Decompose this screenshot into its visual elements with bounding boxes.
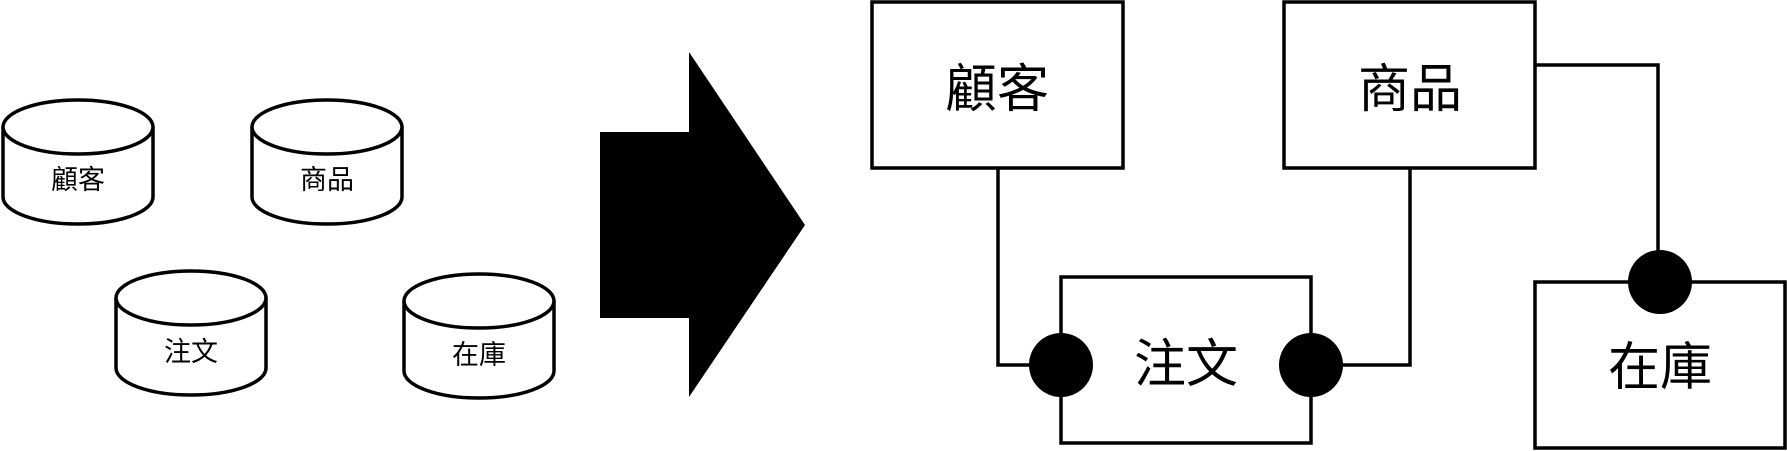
entity-label-product: 商品 <box>1358 60 1462 120</box>
db-label-order: 注文 <box>164 337 218 368</box>
entity-label-order: 注文 <box>1134 335 1238 395</box>
many-marker-order-left-icon <box>1029 333 1093 397</box>
db-cylinder-inventory: 在庫 <box>402 272 556 400</box>
many-marker-order-right-icon <box>1279 333 1343 397</box>
db-label-inventory: 在庫 <box>452 340 506 371</box>
db-label-product: 商品 <box>300 165 354 196</box>
entity-order: 注文 <box>1059 275 1313 445</box>
db-cylinder-customer: 顧客 <box>1 98 155 226</box>
db-cylinder-order: 注文 <box>114 269 268 397</box>
relation-line-product-inventory <box>1535 63 1660 282</box>
relation-line-product-order <box>1311 168 1412 367</box>
entity-product: 商品 <box>1282 0 1537 170</box>
entity-label-inventory: 在庫 <box>1608 338 1712 398</box>
entity-customer: 顧客 <box>870 0 1125 170</box>
db-cylinder-product: 商品 <box>250 98 404 226</box>
many-marker-inventory-top-icon <box>1628 250 1692 314</box>
entity-label-customer: 顧客 <box>945 60 1049 120</box>
entity-inventory: 在庫 <box>1533 280 1787 450</box>
db-label-customer: 顧客 <box>51 165 105 196</box>
transform-arrow-icon <box>600 52 805 397</box>
